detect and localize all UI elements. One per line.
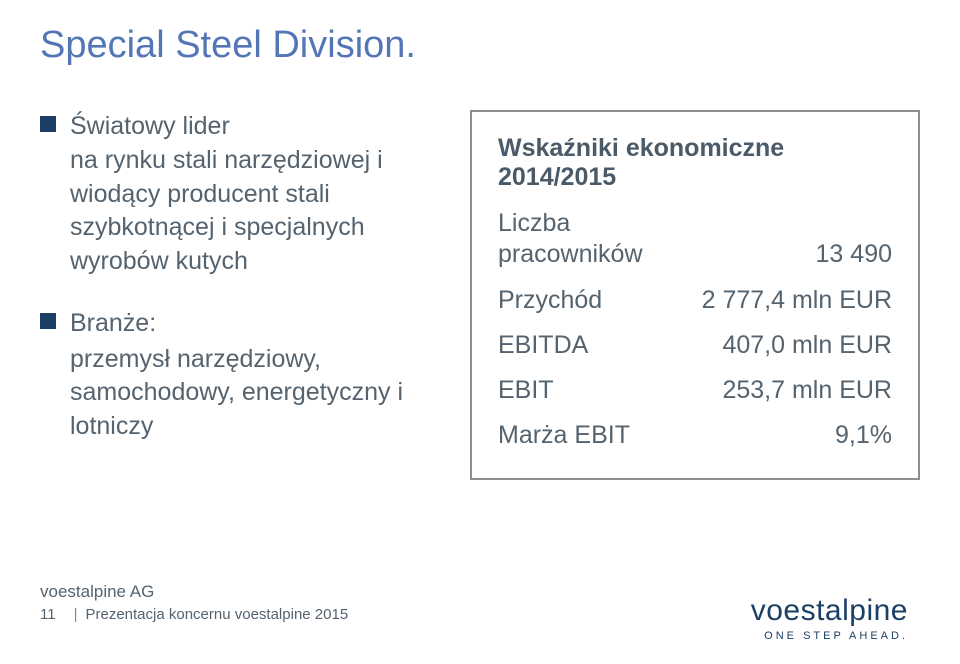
metric-row: Marża EBIT 9,1% bbox=[498, 420, 892, 451]
metric-value: 253,7 mln EUR bbox=[722, 375, 892, 406]
metrics-box: Wskaźniki ekonomiczne 2014/2015 Liczba p… bbox=[470, 110, 920, 480]
slide: Special Steel Division. Światowy lider n… bbox=[0, 0, 960, 664]
metric-label: Liczba pracowników bbox=[498, 208, 643, 271]
bullet-text: Światowy lider na rynku stali narzędziow… bbox=[70, 110, 450, 279]
bullet-list: Światowy lider na rynku stali narzędziow… bbox=[40, 110, 470, 480]
metric-row: EBITDA 407,0 mln EUR bbox=[498, 330, 892, 361]
metric-row: Liczba pracowników 13 490 bbox=[498, 208, 892, 271]
bullet-text: Branże: bbox=[70, 307, 156, 341]
bullet-square-icon bbox=[40, 116, 56, 132]
page-number: 11 bbox=[40, 606, 56, 623]
metrics-heading: Wskaźniki ekonomiczne 2014/2015 bbox=[498, 134, 892, 192]
slide-title: Special Steel Division. bbox=[40, 24, 416, 67]
logo-tagline: ONE STEP AHEAD. bbox=[751, 630, 908, 642]
metric-value: 13 490 bbox=[816, 239, 892, 270]
logo-block: voestalpine ONE STEP AHEAD. bbox=[751, 596, 908, 642]
metric-label: EBITDA bbox=[498, 330, 588, 361]
bullet-row: Światowy lider na rynku stali narzędziow… bbox=[40, 110, 450, 279]
metric-label: Przychód bbox=[498, 285, 602, 316]
logo-text: voestalpine bbox=[751, 596, 908, 626]
metrics-column: Wskaźniki ekonomiczne 2014/2015 Liczba p… bbox=[470, 110, 920, 480]
bullet-item: Światowy lider na rynku stali narzędziow… bbox=[40, 110, 450, 279]
metric-value: 407,0 mln EUR bbox=[722, 330, 892, 361]
bullet-square-icon bbox=[40, 313, 56, 329]
metric-row: Przychód 2 777,4 mln EUR bbox=[498, 285, 892, 316]
metric-label: Marża EBIT bbox=[498, 420, 630, 451]
metric-value: 9,1% bbox=[835, 420, 892, 451]
content-area: Światowy lider na rynku stali narzędziow… bbox=[40, 110, 920, 480]
pipe-separator: | bbox=[74, 606, 78, 623]
footer-caption: Prezentacja koncernu voestalpine 2015 bbox=[85, 606, 348, 623]
footer: voestalpine AG 11 | Prezentacja koncernu… bbox=[40, 582, 920, 642]
metric-row: EBIT 253,7 mln EUR bbox=[498, 375, 892, 406]
metric-label: EBIT bbox=[498, 375, 554, 406]
bullet-row: Branże: bbox=[40, 307, 450, 341]
metric-value: 2 777,4 mln EUR bbox=[702, 285, 892, 316]
bullet-item: Branże: przemysł narzędziowy, samochodow… bbox=[40, 307, 450, 444]
bullet-subtext: przemysł narzędziowy, samochodowy, energ… bbox=[70, 343, 450, 444]
